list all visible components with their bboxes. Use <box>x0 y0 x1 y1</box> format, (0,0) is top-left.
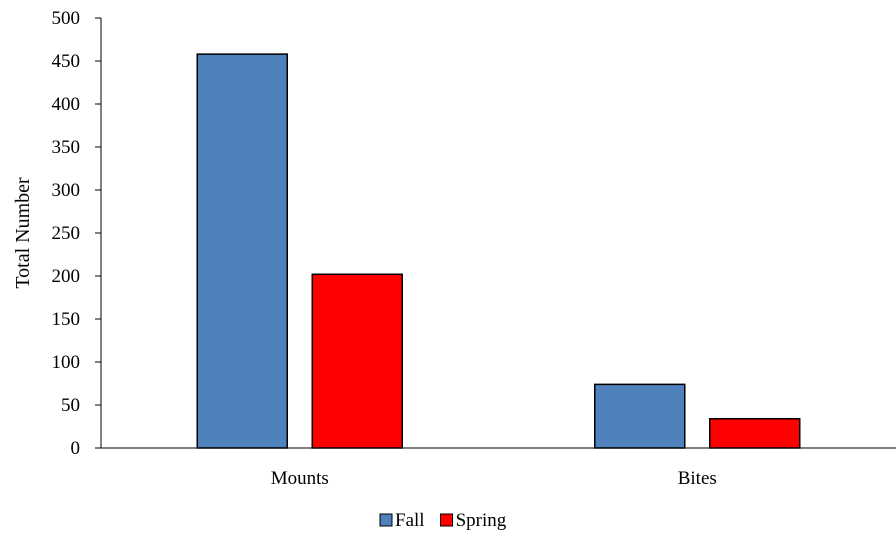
y-tick-label: 100 <box>52 352 81 373</box>
y-tick-label: 500 <box>52 8 81 29</box>
y-tick-label: 350 <box>52 137 81 158</box>
x-category-label: Mounts <box>271 468 329 489</box>
bar-spring-mounts <box>311 273 403 449</box>
bar-fall-bites <box>594 383 686 449</box>
y-tick-label: 150 <box>52 309 81 330</box>
y-axis-ticks: 0 50 100 150 200 250 300 350 400 450 500 <box>52 8 101 459</box>
legend-label-spring: Spring <box>456 510 507 531</box>
legend[interactable]: Fall Spring <box>379 510 507 531</box>
y-tick-label: 0 <box>71 438 81 459</box>
x-axis-category-labels: Mounts Bites <box>271 468 717 489</box>
x-category-label: Bites <box>678 468 717 489</box>
legend-label-fall: Fall <box>395 510 425 531</box>
legend-swatch-fall <box>379 513 393 527</box>
bar-fall-mounts <box>196 53 288 449</box>
y-tick-label: 50 <box>61 395 80 416</box>
y-tick-label: 450 <box>52 51 81 72</box>
y-tick-label: 200 <box>52 266 81 287</box>
bars <box>196 53 801 449</box>
bar-spring-bites <box>709 418 801 449</box>
y-axis-title: Total Number <box>12 177 34 289</box>
y-tick-label: 400 <box>52 94 81 115</box>
y-tick-label: 300 <box>52 180 81 201</box>
legend-swatch-spring <box>440 513 454 527</box>
y-tick-label: 250 <box>52 223 81 244</box>
